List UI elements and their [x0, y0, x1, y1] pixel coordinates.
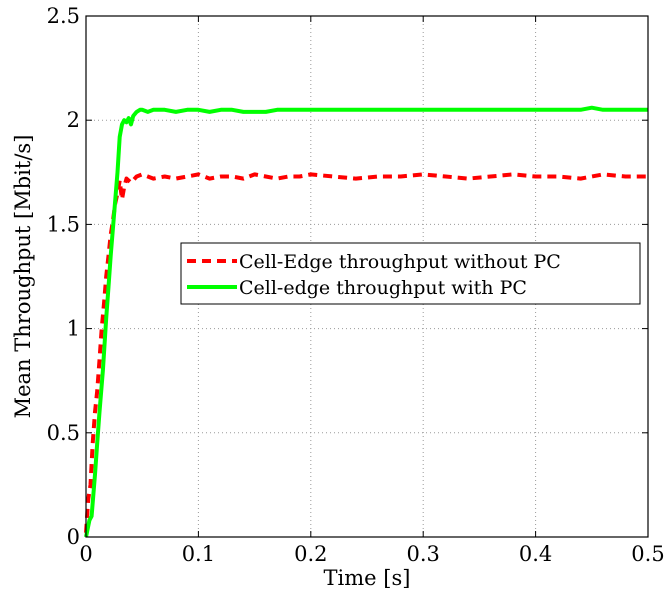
- x-tick-label: 0.3: [406, 542, 439, 566]
- plot-frame: [85, 15, 649, 538]
- y-tick-label: 2.5: [47, 4, 80, 28]
- series-line-0: [84, 172, 648, 533]
- legend: Cell-Edge throughput without PC Cell-edg…: [180, 242, 641, 305]
- x-tick-label: 0: [79, 542, 92, 566]
- y-tick-label: 2: [67, 108, 80, 132]
- y-tick-label: 1: [67, 317, 80, 341]
- y-axis-label: Mean Throughput [Mbit/s]: [11, 135, 35, 419]
- y-tick-label: 1.5: [47, 212, 80, 236]
- x-axis-label: Time [s]: [324, 566, 411, 590]
- y-tick-label: 0: [67, 525, 80, 549]
- x-tick-label: 0.4: [519, 542, 552, 566]
- axis-ticks: 0 0.1 0.2 0.3 0.4 0.5 0 0.5 1 1.5 2 2.5: [47, 4, 664, 566]
- series-lines: [84, 105, 648, 538]
- x-tick-label: 0.1: [182, 542, 215, 566]
- x-tick-label: 0.2: [294, 542, 327, 566]
- series-line-1: [84, 105, 648, 538]
- x-tick-label: 0.5: [631, 542, 664, 566]
- y-tick-label: 0.5: [47, 421, 80, 445]
- legend-label-with-pc: Cell-edge throughput with PC: [239, 277, 527, 299]
- legend-box: [180, 242, 641, 305]
- legend-label-without-pc: Cell-Edge throughput without PC: [239, 251, 561, 273]
